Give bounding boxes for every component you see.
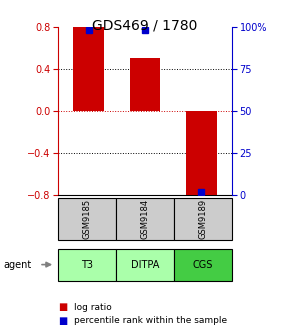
Bar (73, 27, 104, 111)
Text: CGS: CGS (193, 260, 213, 269)
Text: GSM9185: GSM9185 (82, 199, 92, 239)
Text: ■: ■ (58, 316, 67, 326)
Bar (186, 111, 217, 197)
Text: log ratio: log ratio (74, 303, 112, 312)
Text: GSM9184: GSM9184 (140, 199, 150, 239)
Text: DITPA: DITPA (131, 260, 159, 269)
Bar (130, 58, 160, 111)
Text: GDS469 / 1780: GDS469 / 1780 (92, 18, 198, 33)
Text: GSM9189: GSM9189 (198, 199, 208, 239)
Text: T3: T3 (81, 260, 93, 269)
Text: percentile rank within the sample: percentile rank within the sample (74, 317, 227, 325)
Text: ■: ■ (58, 302, 67, 312)
Text: agent: agent (3, 260, 31, 269)
